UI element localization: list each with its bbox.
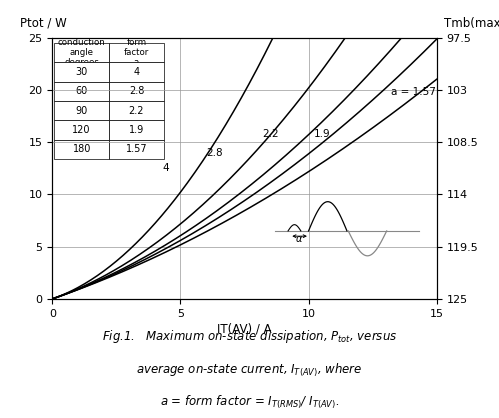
Text: average on-state current, $I_{T(AV)}$, where: average on-state current, $I_{T(AV)}$, w… [136, 361, 363, 379]
X-axis label: IT(AV) / A: IT(AV) / A [217, 323, 272, 336]
Text: $a$ = form factor = $I_{T(RMS)}$/ $I_{T(AV)}$.: $a$ = form factor = $I_{T(RMS)}$/ $I_{T(… [160, 393, 339, 411]
Text: Fig.1.   Maximum on-state dissipation, $P_{tot}$, versus: Fig.1. Maximum on-state dissipation, $P_… [102, 328, 397, 345]
Text: 1.9: 1.9 [314, 129, 330, 139]
Text: Ptot / W: Ptot / W [20, 17, 66, 30]
Text: Tmb(max) / C: Tmb(max) / C [444, 17, 499, 30]
Text: a = 1.57: a = 1.57 [391, 87, 436, 97]
Text: 2.2: 2.2 [262, 129, 279, 139]
Text: $\alpha$: $\alpha$ [295, 234, 304, 244]
Text: 4: 4 [163, 163, 169, 173]
Text: 2.8: 2.8 [206, 148, 223, 158]
